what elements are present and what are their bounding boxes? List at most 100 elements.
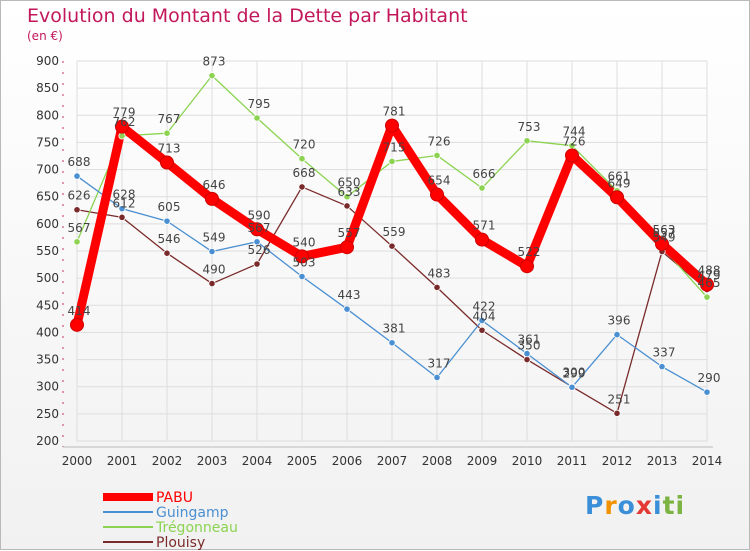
data-label: 649 <box>608 176 631 190</box>
y-tick-label: 550 <box>36 244 59 258</box>
data-point <box>295 249 309 264</box>
data-point <box>208 279 216 288</box>
x-tick-label: 2007 <box>377 454 408 468</box>
data-point <box>298 155 306 163</box>
data-point <box>205 191 219 206</box>
x-tick-label: 2014 <box>692 454 723 468</box>
data-label: 795 <box>248 97 271 111</box>
data-point <box>70 317 84 332</box>
legend-label-pabu: PABU <box>156 490 193 506</box>
data-label: 559 <box>383 225 406 239</box>
data-label: 646 <box>203 178 226 192</box>
y-tick-label: 250 <box>36 407 59 421</box>
data-point <box>655 236 669 251</box>
y-tick-label: 650 <box>36 190 59 204</box>
data-label: 546 <box>158 232 181 246</box>
data-point <box>478 184 486 192</box>
data-label: 688 <box>68 155 91 169</box>
data-label: 626 <box>68 189 91 203</box>
data-point <box>73 172 81 180</box>
data-point <box>433 373 441 382</box>
data-point <box>658 363 666 371</box>
data-label: 781 <box>383 105 406 119</box>
y-tick-label: 350 <box>36 353 59 367</box>
data-label: 540 <box>293 235 316 249</box>
data-label: 404 <box>473 309 496 323</box>
legend-label-trégonneau: Trégonneau <box>155 520 238 536</box>
legend-label-plouisy: Plouisy <box>156 535 205 551</box>
data-label: 668 <box>293 166 316 180</box>
data-point <box>523 349 531 358</box>
data-label: 549 <box>653 231 676 245</box>
data-label: 744 <box>563 125 586 139</box>
data-point <box>388 157 396 166</box>
data-point <box>613 330 621 339</box>
data-label: 873 <box>203 55 226 69</box>
data-label: 549 <box>203 231 226 245</box>
data-point <box>433 151 441 160</box>
x-tick-label: 2004 <box>242 454 273 468</box>
x-tick-label: 2000 <box>62 454 93 468</box>
data-label: 720 <box>293 138 316 152</box>
data-label: 713 <box>158 142 181 156</box>
data-label: 299 <box>563 366 586 380</box>
data-label: 350 <box>518 339 541 353</box>
data-point <box>703 388 711 396</box>
data-point <box>385 118 399 133</box>
y-tick-label: 300 <box>36 380 59 394</box>
x-tick-label: 2006 <box>332 454 363 468</box>
brand-logo: Proxiti <box>585 491 686 520</box>
y-tick-label: 400 <box>36 325 59 339</box>
x-tick-label: 2003 <box>197 454 228 468</box>
data-point <box>610 190 624 205</box>
data-point <box>475 232 489 247</box>
x-tick-label: 2010 <box>512 454 543 468</box>
data-point <box>568 383 576 391</box>
data-point <box>163 217 171 225</box>
data-point <box>343 193 351 201</box>
data-label: 605 <box>158 200 181 214</box>
x-tick-label: 2013 <box>647 454 678 468</box>
data-label: 590 <box>248 208 271 222</box>
x-tick-label: 2011 <box>557 454 588 468</box>
y-tick-label: 800 <box>36 108 59 122</box>
data-point <box>163 129 171 137</box>
data-label: 726 <box>563 134 586 148</box>
data-label: 490 <box>203 263 226 277</box>
x-tick-label: 2002 <box>152 454 183 468</box>
data-point <box>613 409 621 417</box>
data-point <box>343 305 351 313</box>
data-point <box>163 249 171 257</box>
data-point <box>388 242 396 250</box>
data-label: 628 <box>113 188 136 202</box>
data-point <box>433 283 441 291</box>
data-label: 337 <box>653 346 676 360</box>
y-tick-label: 900 <box>36 54 59 68</box>
data-point <box>208 72 216 80</box>
data-point <box>298 183 306 191</box>
data-label: 633 <box>338 185 361 199</box>
data-label: 317 <box>428 356 451 370</box>
data-label: 465 <box>698 276 721 290</box>
y-tick-label: 750 <box>36 135 59 149</box>
legend-label-guingamp: Guingamp <box>156 505 229 521</box>
data-point <box>478 326 486 334</box>
x-tick-label: 2008 <box>422 454 453 468</box>
data-label: 666 <box>473 167 496 181</box>
data-label: 422 <box>473 299 496 313</box>
data-point <box>388 339 396 347</box>
data-label: 300 <box>563 366 586 380</box>
data-label: 488 <box>698 264 721 278</box>
data-label: 571 <box>473 219 496 233</box>
data-label: 557 <box>338 226 361 240</box>
data-label: 381 <box>383 322 406 336</box>
data-point <box>523 355 531 364</box>
y-tick-label: 200 <box>36 434 59 448</box>
data-label: 650 <box>338 176 361 190</box>
data-point <box>430 187 444 202</box>
y-tick-label: 850 <box>36 81 59 95</box>
data-label: 251 <box>608 392 631 406</box>
